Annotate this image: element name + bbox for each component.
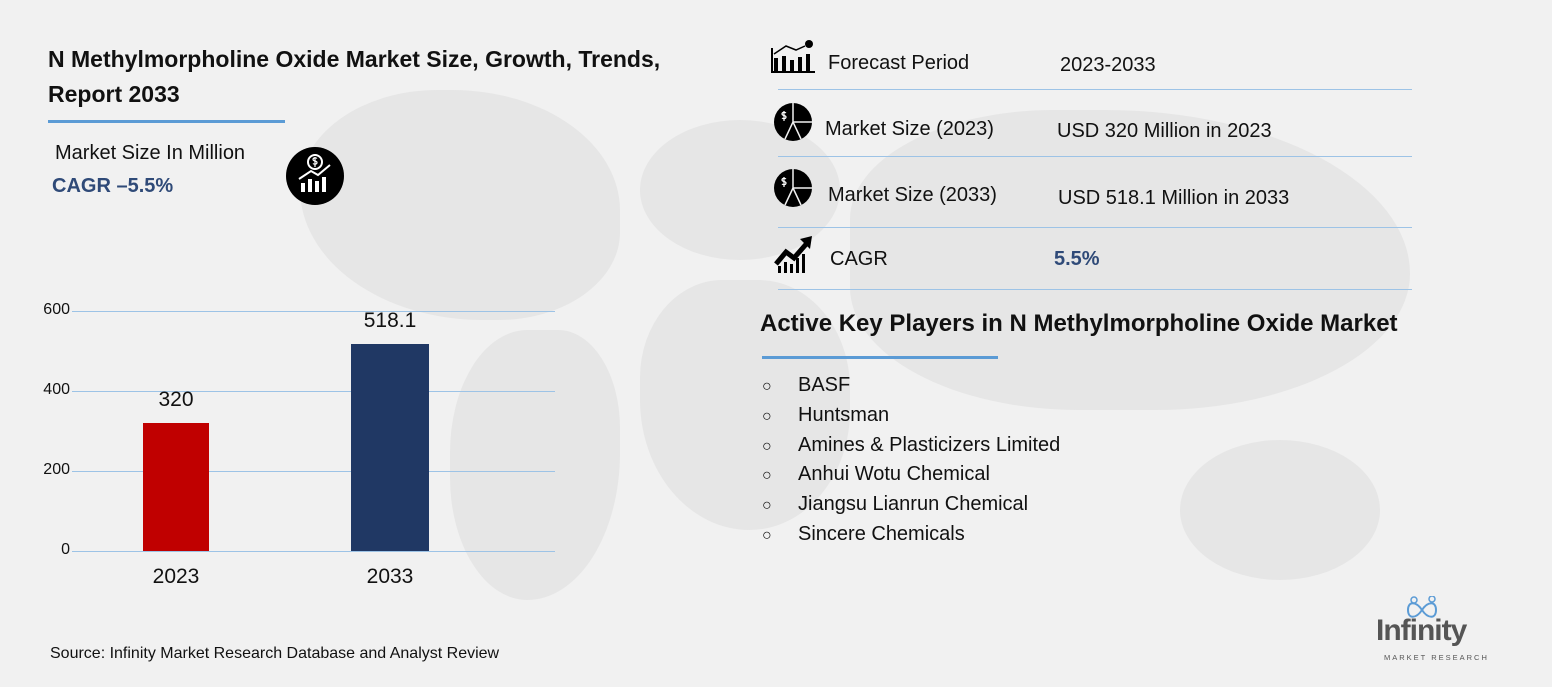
map-north-america xyxy=(300,90,620,320)
chart-subtitle: Market Size In Million xyxy=(55,142,246,164)
key-player-item: ○ Amines & Plasticizers Limited xyxy=(762,434,1060,457)
gridline xyxy=(72,551,555,552)
key-player-item: ○ Jiangsu Lianrun Chemical xyxy=(762,493,1028,516)
market-size-2023-value: USD 320 Million in 2023 xyxy=(1057,120,1272,142)
key-player-item: ○ Huntsman xyxy=(762,404,889,427)
gridline xyxy=(72,311,555,312)
source-note: Source: Infinity Market Research Databas… xyxy=(50,645,500,662)
growth-arrow-icon xyxy=(774,236,814,279)
gridline xyxy=(72,471,555,472)
dollar-pie-icon xyxy=(773,168,813,213)
key-players-underline xyxy=(762,356,998,359)
bullet-icon: ○ xyxy=(762,527,772,544)
gridline xyxy=(72,391,555,392)
dollar-pie-icon xyxy=(773,102,813,147)
x-category-label: 2033 xyxy=(366,565,414,588)
map-south-america xyxy=(450,330,620,600)
y-tick-label: 0 xyxy=(61,541,70,558)
bar-data-label: 320 xyxy=(158,388,194,411)
money-growth-icon xyxy=(286,147,344,210)
key-player-item: ○ Anhui Wotu Chemical xyxy=(762,463,990,486)
key-player-item: ○ Sincere Chemicals xyxy=(762,523,965,546)
key-player-name: Amines & Plasticizers Limited xyxy=(798,433,1061,456)
infinity-logo: Infinity MARKET RESEARCH xyxy=(1372,595,1497,666)
cagr-row-value: 5.5% xyxy=(1054,248,1100,270)
x-category-label: 2023 xyxy=(152,565,200,588)
y-tick-label: 400 xyxy=(43,381,70,398)
cagr-label: CAGR –5.5% xyxy=(52,175,174,197)
market-size-2023-label: Market Size (2023) xyxy=(825,118,994,140)
divider xyxy=(778,89,1412,90)
bullet-icon: ○ xyxy=(762,407,772,425)
bar-chart-forecast-icon xyxy=(771,40,817,79)
forecast-period-label: Forecast Period xyxy=(828,52,970,74)
key-player-item: ○ BASF xyxy=(762,374,850,397)
bullet-icon: ○ xyxy=(762,437,772,455)
key-player-name: BASF xyxy=(798,374,851,396)
forecast-period-value: 2023-2033 xyxy=(1060,54,1156,76)
market-size-2033-label: Market Size (2033) xyxy=(828,184,997,206)
key-player-name: Huntsman xyxy=(798,403,890,426)
divider xyxy=(778,289,1412,290)
key-player-name: Jiangsu Lianrun Chemical xyxy=(798,493,1029,516)
divider xyxy=(778,156,1412,157)
map-asia xyxy=(850,110,1410,410)
page-title: N Methylmorpholine Oxide Market Size, Gr… xyxy=(48,46,661,107)
bullet-icon: ○ xyxy=(762,378,772,395)
key-players-title: Active Key Players in N Methylmorpholine… xyxy=(760,310,1398,337)
y-tick-label: 600 xyxy=(43,301,70,318)
cagr-row-label: CAGR xyxy=(830,248,888,270)
bar-data-label: 518.1 xyxy=(363,308,417,332)
bar-2023 xyxy=(143,423,209,551)
map-africa xyxy=(640,280,850,530)
map-australia xyxy=(1180,440,1380,580)
bullet-icon: ○ xyxy=(762,497,772,515)
title-underline xyxy=(48,120,285,123)
key-player-name: Sincere Chemicals xyxy=(798,523,965,545)
y-tick-label: 200 xyxy=(43,461,70,478)
svg-text:MARKET RESEARCH: MARKET RESEARCH xyxy=(1384,653,1489,662)
bullet-icon: ○ xyxy=(762,467,772,485)
divider xyxy=(778,227,1412,228)
bar-2033 xyxy=(351,343,429,551)
market-size-2033-value: USD 518.1 Million in 2033 xyxy=(1058,187,1290,209)
key-player-name: Anhui Wotu Chemical xyxy=(798,463,990,486)
svg-text:Infinity: Infinity xyxy=(1376,614,1468,647)
